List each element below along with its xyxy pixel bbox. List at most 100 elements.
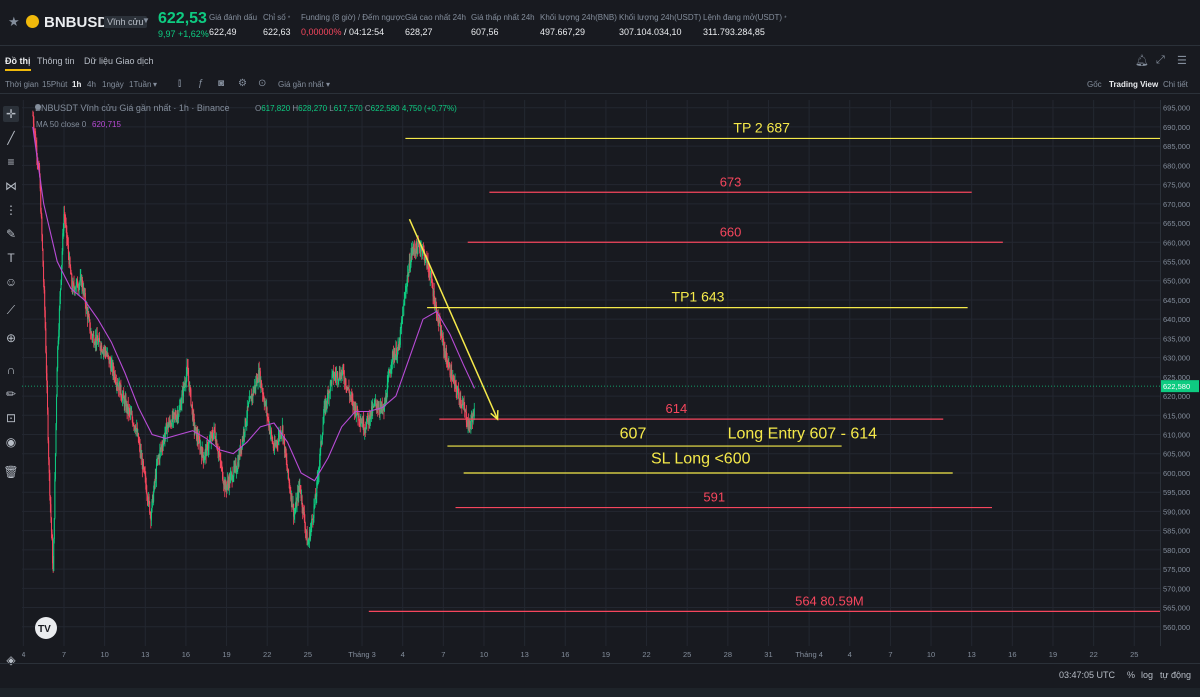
candle-body [76, 279, 78, 288]
pattern-icon[interactable]: ⋈ [5, 179, 17, 193]
gear-icon[interactable]: ⚙ [238, 78, 247, 89]
tradingview-logo[interactable]: TV [35, 617, 57, 639]
price-tick-label: 660,000 [1163, 238, 1190, 247]
candle-body [161, 445, 163, 449]
candle-body [389, 372, 391, 374]
magnet-icon[interactable]: ∩ [6, 363, 16, 377]
candle-body [300, 492, 302, 498]
candle-body [63, 213, 65, 231]
price-axis[interactable] [1160, 100, 1200, 646]
candle-body [445, 352, 447, 361]
favorite-star-icon[interactable]: ★ [8, 14, 20, 29]
candle-body [438, 320, 440, 324]
candle-body [336, 373, 338, 378]
price-tick-labels: 560,000 565,000 570,000 575,000 580,000 585,0… [1163, 104, 1190, 632]
interval-4h[interactable]: 4h [87, 80, 96, 89]
candle-body [371, 406, 373, 414]
candle-body [58, 308, 60, 330]
pencil-lock-icon[interactable]: ✏ [5, 387, 17, 401]
candle-body [184, 383, 186, 385]
view-original[interactable]: Gốc [1087, 80, 1102, 89]
interval-1d[interactable]: 1ngày [102, 80, 124, 89]
candle-body [231, 473, 233, 482]
candle-body [297, 492, 299, 499]
ruler-icon[interactable]: ⟋ [6, 303, 16, 317]
view-depth[interactable]: Chi tiết [1163, 80, 1188, 89]
fib-icon[interactable]: ⋮ [5, 203, 17, 217]
date-tick-label: 22 [642, 650, 650, 659]
candle-body [73, 283, 75, 288]
price-type-select[interactable]: Giá gần nhất ▾ [278, 80, 331, 89]
collapse-dot-icon[interactable] [35, 104, 41, 110]
chevron-down-icon[interactable]: ▾ [153, 80, 158, 89]
candle-body [204, 451, 206, 458]
interval-1w[interactable]: 1Tuần [129, 80, 152, 89]
menu-icon[interactable]: ☰ [1177, 55, 1187, 67]
candle-body [61, 251, 63, 266]
price-chart[interactable]: TP 2 687 673 660 TP1 643 614 591 564 80.59M 60… [22, 100, 1200, 663]
candle-body [158, 456, 160, 458]
candle-body [294, 512, 296, 515]
candle-body [174, 412, 176, 416]
candle-body [281, 426, 283, 432]
price-tick-label: 615,000 [1163, 411, 1190, 420]
trash-icon[interactable]: 🗑︎ [3, 465, 19, 479]
settings-circle-icon[interactable]: ⊙ [258, 78, 267, 89]
crosshair-icon[interactable]: ✛ [3, 106, 19, 122]
price-change: 9,97 +1,62% [158, 29, 209, 39]
emoji-icon[interactable]: ☺ [4, 275, 18, 289]
camera-icon[interactable]: ◙ [218, 78, 225, 89]
candle-body [249, 397, 251, 399]
candle-body [455, 384, 457, 391]
eye-icon[interactable]: ◉ [5, 435, 17, 449]
layers-icon[interactable]: ◈ [6, 653, 16, 667]
candle-body [432, 288, 434, 297]
trend-line-icon[interactable]: ╱ [7, 131, 15, 145]
candle-body [57, 346, 59, 369]
interval-15m[interactable]: 15Phút [42, 80, 68, 89]
chevron-down-icon[interactable]: ▼ [142, 16, 150, 25]
bell-icon[interactable]: 🔔︎ [1135, 55, 1149, 67]
last-price-badge: 622,580 [22, 380, 1199, 393]
candle-body [119, 382, 121, 395]
candle-body [471, 416, 473, 419]
candle-body [214, 430, 216, 439]
interval-1h[interactable]: 1h [72, 80, 82, 89]
candle-body [430, 272, 432, 276]
candle-body [396, 349, 398, 357]
candle-body [98, 337, 100, 342]
candle-body [168, 420, 170, 425]
candle-body [77, 287, 79, 289]
zoom-icon[interactable]: ⊕ [5, 331, 17, 345]
percent-toggle[interactable]: % [1127, 670, 1136, 680]
text-icon[interactable]: T [7, 251, 15, 265]
date-tick-label: 19 [602, 650, 610, 659]
symbol-name[interactable]: BNBUSDT [44, 14, 118, 31]
current-price-badge-bg [1161, 380, 1199, 393]
candle-body [407, 273, 409, 280]
candle-body [431, 277, 433, 285]
candle-body [213, 427, 215, 434]
candle-body [181, 389, 183, 395]
candle-body [263, 395, 265, 401]
candle-type-icon[interactable]: ⫾ [178, 78, 182, 89]
auto-toggle[interactable]: tự động [1160, 670, 1192, 680]
tab-trading-data[interactable]: Dữ liệu Giao dịch [84, 56, 154, 66]
candle-body [237, 462, 239, 467]
log-toggle[interactable]: log [1141, 670, 1154, 680]
tab-chart[interactable]: Đồ thị [5, 56, 31, 71]
indicator-icon[interactable]: ƒ [198, 78, 204, 89]
lock-icon[interactable]: ⊡ [5, 411, 17, 425]
view-trading-view[interactable]: Trading View [1109, 80, 1159, 89]
candle-body [254, 384, 256, 389]
candle-body [337, 380, 339, 382]
candle-body [240, 446, 242, 453]
expand-icon[interactable]: ⤢ [1156, 54, 1165, 66]
horizontal-lines-icon[interactable]: ≡ [7, 155, 15, 169]
candle-body [271, 436, 273, 442]
candle-body [153, 490, 155, 502]
candle-body [304, 528, 306, 531]
tab-info[interactable]: Thông tin [37, 56, 75, 66]
candle-body [87, 314, 89, 320]
brush-icon[interactable]: ✎ [5, 227, 17, 241]
